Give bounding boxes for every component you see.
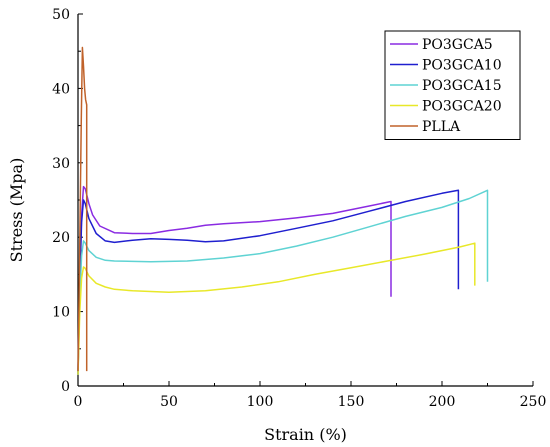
- legend-label: PO3GCA20: [422, 99, 502, 115]
- legend-label: PO3GCA5: [422, 37, 493, 53]
- legend-label: PLLA: [422, 119, 461, 135]
- x-tick-label: 250: [520, 394, 547, 410]
- legend-label: PO3GCA10: [422, 58, 502, 74]
- y-tick-label: 20: [52, 230, 70, 246]
- x-tick-label: 0: [74, 394, 83, 410]
- axes: 0 10 20 30 40 50 0 50 100 150 200 250: [52, 7, 546, 410]
- x-tick-label: 200: [429, 394, 456, 410]
- series-line-plla: [77, 46, 88, 372]
- y-tick-label: 50: [52, 7, 70, 23]
- series-line-po3gca5: [77, 185, 392, 375]
- series-layer: [77, 46, 489, 375]
- x-tick-label: 150: [338, 394, 365, 410]
- legend-label: PO3GCA15: [422, 78, 502, 94]
- y-axis-title: Stress (Mpa): [7, 158, 26, 263]
- y-tick-label: 10: [52, 305, 70, 321]
- y-tick-label: 30: [52, 156, 70, 172]
- x-tick-label: 100: [247, 394, 274, 410]
- x-tick-label: 50: [160, 394, 178, 410]
- y-tick-label: 0: [61, 379, 70, 395]
- series-line-po3gca10: [77, 189, 460, 375]
- series-line-po3gca20: [77, 242, 476, 375]
- series-line-po3gca15: [77, 189, 489, 375]
- legend: PO3GCA5 PO3GCA10 PO3GCA15 PO3GCA20 PLLA: [384, 30, 521, 140]
- y-tick-label: 40: [52, 81, 70, 97]
- x-axis-title: Strain (%): [264, 425, 347, 444]
